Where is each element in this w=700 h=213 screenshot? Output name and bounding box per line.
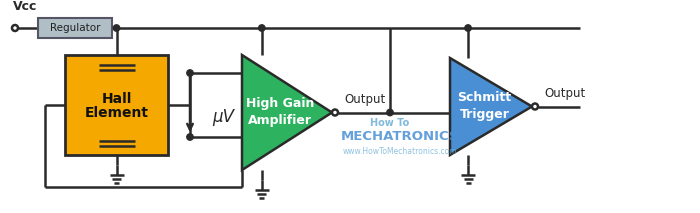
Text: High Gain: High Gain <box>246 97 314 110</box>
Text: Amplifier: Amplifier <box>248 114 312 127</box>
Text: Vcc: Vcc <box>13 0 37 13</box>
Text: Output: Output <box>544 88 585 101</box>
Text: Hall: Hall <box>102 92 132 106</box>
Circle shape <box>187 70 193 76</box>
Text: Trigger: Trigger <box>459 108 510 121</box>
Polygon shape <box>242 55 332 170</box>
Circle shape <box>332 109 338 115</box>
Circle shape <box>113 25 120 31</box>
Circle shape <box>187 134 193 140</box>
Text: How To: How To <box>370 118 410 128</box>
Text: MECHATRONICS: MECHATRONICS <box>341 131 459 144</box>
Circle shape <box>532 104 538 109</box>
Bar <box>65 55 168 155</box>
Text: Schmitt: Schmitt <box>457 91 512 104</box>
Circle shape <box>12 25 18 31</box>
Circle shape <box>465 25 471 31</box>
Text: www.HowToMechatronics.com: www.HowToMechatronics.com <box>343 147 457 155</box>
Polygon shape <box>450 58 532 155</box>
FancyBboxPatch shape <box>38 18 112 38</box>
Text: μV: μV <box>212 108 234 126</box>
Text: Element: Element <box>85 106 148 120</box>
Circle shape <box>258 25 265 31</box>
Text: Regulator: Regulator <box>50 23 100 33</box>
Circle shape <box>387 109 393 116</box>
Text: Output: Output <box>344 94 385 106</box>
